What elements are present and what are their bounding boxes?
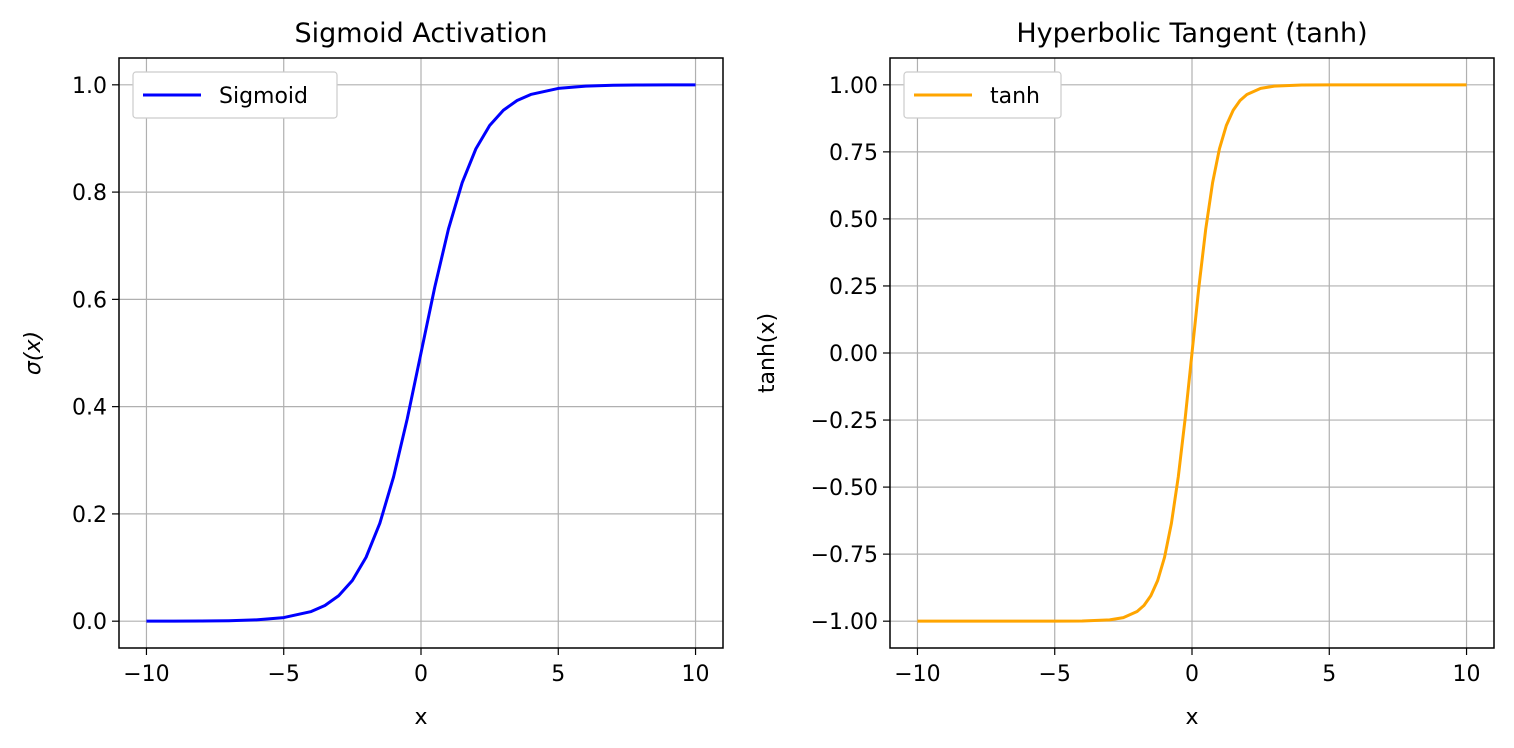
x-tick-label: −10: [123, 662, 169, 687]
legend-label: tanh: [990, 84, 1040, 109]
y-tick-label: 0.0: [72, 610, 107, 635]
y-tick-label: 0.75: [829, 141, 878, 166]
y-tick-label: 0.4: [72, 396, 107, 421]
legend-box: [132, 71, 338, 119]
y-tick-label: −1.00: [811, 610, 878, 635]
x-tick-label: 10: [1453, 662, 1481, 687]
series-layer: [917, 83, 1467, 623]
x-axis-label: x: [1185, 705, 1198, 730]
series-layer: [146, 83, 696, 623]
y-tick-label: −0.50: [811, 476, 878, 501]
y-tick-label: 1.00: [829, 74, 878, 99]
x-tick-label: 10: [682, 662, 710, 687]
chart-tanh: Hyperbolic Tangent (tanh) −10 −5 0 5 10 −1.0…: [755, 18, 1495, 730]
x-tick-label: −5: [1039, 662, 1071, 687]
y-axis-label: tanh(x): [755, 313, 780, 393]
series-line-sigmoid: [146, 83, 696, 623]
y-tick-label: 0.50: [829, 208, 878, 233]
x-axis-label: x: [414, 705, 427, 730]
y-tick-label: 0.2: [72, 503, 107, 528]
x-tick-label: 5: [1322, 662, 1336, 687]
chart-title: Sigmoid Activation: [295, 18, 548, 49]
y-ticks: −1.00 −0.75 −0.50 −0.25 0.00 0.25 0.50 0.75 1.00: [811, 74, 890, 635]
legend: tanh: [903, 71, 1062, 119]
x-tick-label: −5: [268, 662, 300, 687]
y-tick-label: −0.75: [811, 543, 878, 568]
legend-box: [903, 71, 1062, 119]
y-tick-label: 0.8: [72, 181, 107, 206]
x-ticks: −10 −5 0 5 10: [123, 648, 710, 687]
chart-sigmoid: Sigmoid Activation −10 −5 0 5 10 0.00.20.40.…: [21, 18, 724, 730]
x-tick-label: −10: [894, 662, 940, 687]
y-ticks: 0.0 0.2 0.4 0.6 0.8 1.0: [72, 74, 119, 635]
y-tick-label: 0.6: [72, 288, 107, 313]
chart-title: Hyperbolic Tangent (tanh): [1016, 18, 1367, 49]
legend-label: Sigmoid: [219, 84, 308, 109]
x-tick-label: 5: [551, 662, 565, 687]
y-tick-label: −0.25: [811, 409, 878, 434]
legend: Sigmoid: [132, 71, 338, 119]
x-ticks: −10 −5 0 5 10: [894, 648, 1481, 687]
y-tick-label: 0.00: [829, 342, 878, 367]
y-axis-label: σ(x): [21, 331, 46, 375]
series-line-tanh: [917, 83, 1467, 623]
y-tick-label: 0.25: [829, 275, 878, 300]
x-tick-label: 0: [1185, 662, 1199, 687]
y-tick-label: 1.0: [72, 74, 107, 99]
x-tick-label: 0: [414, 662, 428, 687]
